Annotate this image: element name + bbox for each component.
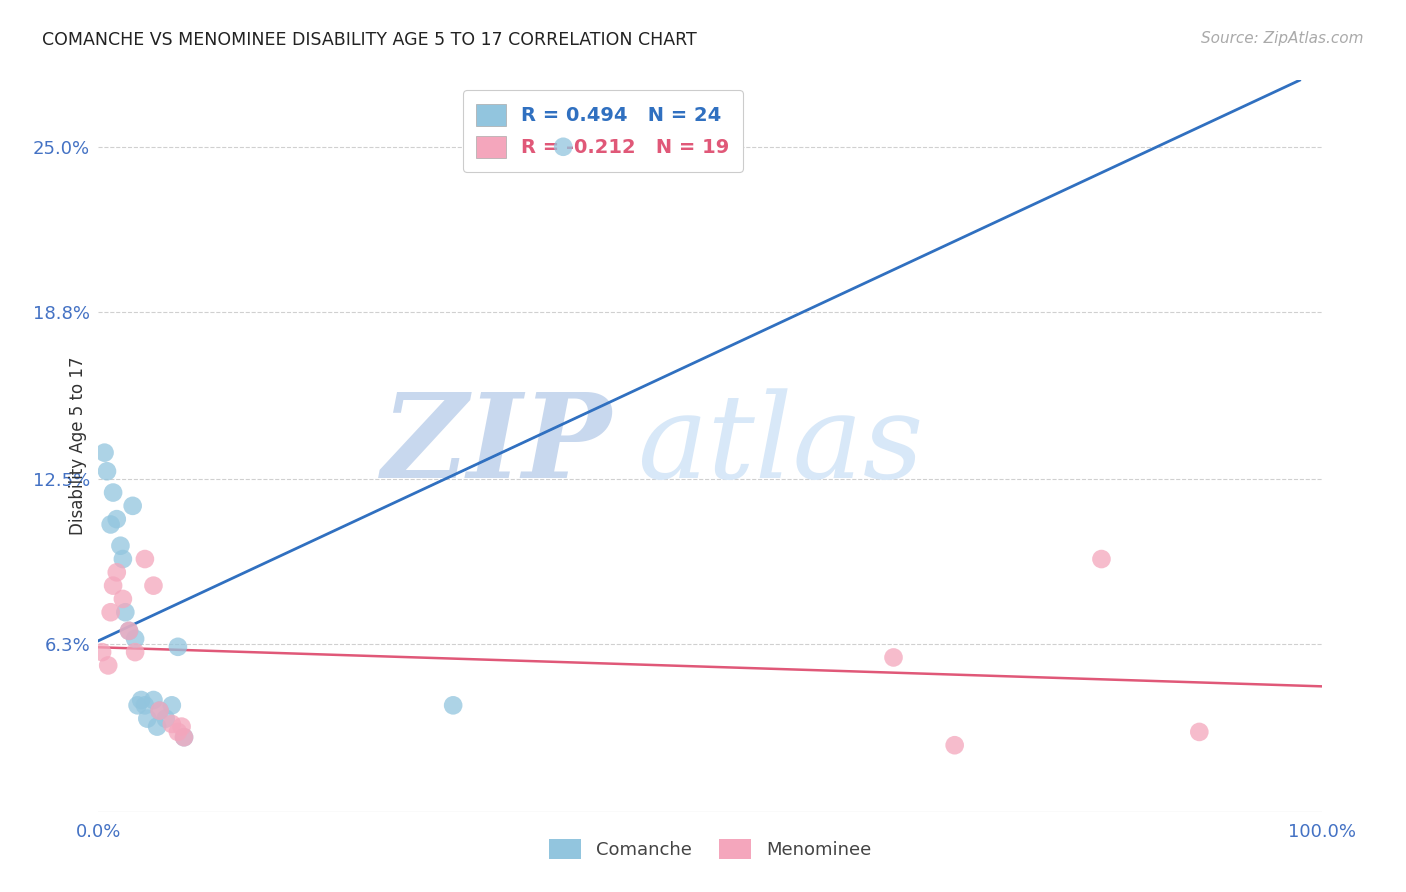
Point: [167, 725, 190, 739]
Point: [118, 624, 141, 638]
Point: [111, 591, 134, 606]
Point: [553, 140, 575, 154]
Point: [93, 445, 115, 459]
Point: [127, 698, 149, 713]
Point: [155, 712, 177, 726]
Point: [142, 693, 165, 707]
Point: [1090, 552, 1112, 566]
Point: [134, 698, 156, 713]
Point: [142, 579, 165, 593]
Point: [97, 658, 120, 673]
Point: [149, 704, 172, 718]
Text: ZIP: ZIP: [382, 389, 612, 503]
Point: [129, 693, 152, 707]
Point: [101, 579, 124, 593]
Point: [134, 552, 156, 566]
Point: [173, 731, 195, 745]
Point: [111, 552, 134, 566]
Point: [105, 512, 128, 526]
Point: [124, 632, 146, 646]
Point: [100, 517, 122, 532]
Point: [173, 731, 195, 745]
Point: [101, 485, 124, 500]
Point: [118, 624, 141, 638]
Point: [124, 645, 146, 659]
Point: [160, 698, 183, 713]
Point: [146, 720, 169, 734]
Point: [121, 499, 143, 513]
Point: [110, 539, 132, 553]
Point: [114, 605, 136, 619]
Text: Source: ZipAtlas.com: Source: ZipAtlas.com: [1201, 31, 1364, 46]
Point: [170, 720, 193, 734]
Point: [167, 640, 190, 654]
Text: COMANCHE VS MENOMINEE DISABILITY AGE 5 TO 17 CORRELATION CHART: COMANCHE VS MENOMINEE DISABILITY AGE 5 T…: [42, 31, 697, 49]
Point: [91, 645, 114, 659]
Text: atlas: atlas: [637, 389, 922, 503]
Point: [943, 738, 966, 752]
Point: [1188, 725, 1211, 739]
Point: [105, 566, 128, 580]
Point: [883, 650, 905, 665]
Point: [149, 704, 172, 718]
Point: [441, 698, 464, 713]
Point: [160, 717, 183, 731]
Point: [96, 464, 118, 478]
Legend: Comanche, Menominee: Comanche, Menominee: [540, 830, 880, 869]
Point: [100, 605, 122, 619]
Y-axis label: Disability Age 5 to 17: Disability Age 5 to 17: [69, 357, 87, 535]
Point: [136, 712, 159, 726]
